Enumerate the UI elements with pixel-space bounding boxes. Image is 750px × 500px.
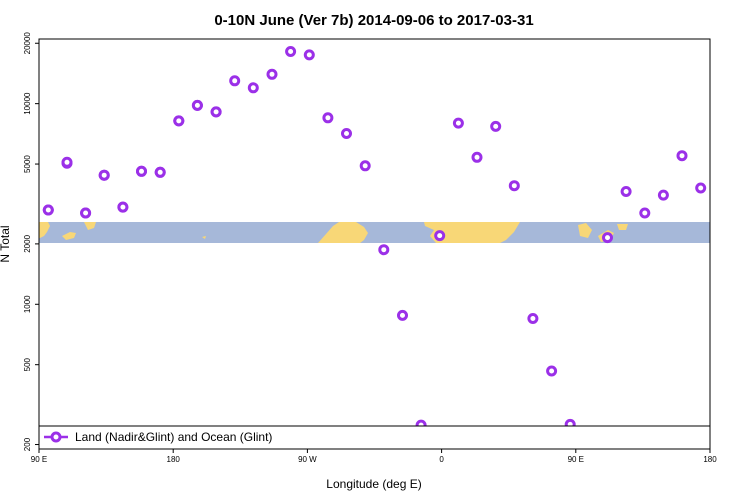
x-tick-label: 90 E [568, 455, 584, 464]
land-pacific-isle-left [202, 236, 206, 239]
x-tick-label: 0 [439, 455, 444, 464]
y-tick-label: 2000 [23, 234, 32, 252]
ocean-band [39, 222, 710, 243]
data-point [42, 204, 54, 216]
land-new-guinea-right [617, 224, 628, 230]
land-africa-left [39, 222, 50, 238]
land-indonesia-right [578, 223, 592, 238]
data-point [434, 230, 446, 242]
data-point [359, 160, 371, 172]
data-point [136, 165, 147, 177]
data-point [229, 75, 241, 87]
data-point [322, 112, 334, 124]
plot-frame [38, 38, 711, 450]
y-tick-label: 5000 [23, 155, 32, 173]
data-point [173, 115, 185, 127]
x-axis-label: Longitude (deg E) [326, 477, 421, 491]
data-point [620, 186, 632, 197]
data-point [490, 120, 502, 132]
data-point [266, 68, 278, 80]
data-point [676, 150, 688, 162]
data-point [378, 244, 390, 256]
y-tick-label: 10000 [23, 92, 32, 115]
land-south-america [318, 222, 368, 243]
data-point [61, 156, 73, 168]
land-africa-center [424, 222, 520, 243]
y-tick-label: 500 [23, 357, 32, 371]
data-point [191, 99, 203, 111]
data-point [527, 313, 539, 324]
legend-marker [50, 431, 62, 443]
data-point [602, 232, 613, 244]
legend-label: Land (Nadir&Glint) and Ocean (Glint) [75, 430, 272, 444]
y-tick-label: 200 [23, 437, 32, 451]
data-point [80, 207, 92, 219]
x-tick-label: 90 W [298, 455, 317, 464]
data-point [471, 151, 483, 163]
land-indonesia-left [84, 222, 96, 230]
land-sea-islands-left [62, 232, 76, 240]
legend: Land (Nadir&Glint) and Ocean (Glint) [38, 425, 711, 450]
y-axis-label: N Total [0, 225, 12, 262]
x-tick-label: 180 [167, 455, 181, 464]
data-point [210, 106, 222, 118]
data-point [452, 117, 464, 129]
y-tick-label: 20000 [23, 32, 32, 55]
data-point [247, 82, 259, 94]
data-point [657, 189, 669, 201]
data-point [546, 365, 558, 377]
data-point [695, 182, 707, 194]
data-point [117, 201, 129, 213]
data-point [639, 207, 651, 219]
points-layer [42, 46, 707, 445]
data-point [285, 46, 297, 57]
y-tick-label: 1000 [23, 295, 32, 313]
chart-title: 0-10N June (Ver 7b) 2014-09-06 to 2017-0… [214, 12, 533, 29]
data-point [303, 49, 315, 61]
axes-layer: 90 E 180 90 W 0 90 E 180 200 500 1000 2000 5000 100… [23, 32, 717, 464]
legend-box [38, 425, 711, 450]
x-tick-label: 180 [703, 455, 717, 464]
data-point [508, 180, 520, 192]
x-tick-label: 90 E [31, 455, 47, 464]
data-point [98, 169, 110, 181]
data-point [341, 128, 352, 139]
data-point [397, 309, 408, 321]
data-point [154, 166, 166, 178]
